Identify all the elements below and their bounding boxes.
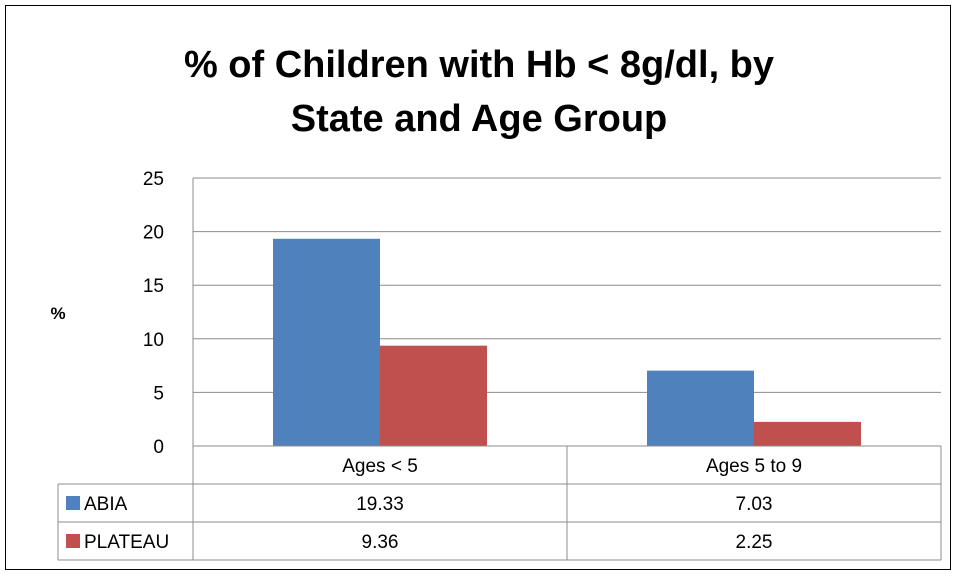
chart-title-line-1: % of Children with Hb < 8g/dl, by: [183, 44, 775, 86]
chart-title-line-2: State and Age Group: [290, 98, 668, 140]
legend-swatch: [66, 496, 80, 510]
y-tick-label: 5: [153, 383, 164, 404]
data-label: 9.36: [362, 532, 399, 553]
data-label: 19.33: [356, 494, 404, 515]
legend-swatch: [66, 534, 80, 548]
y-axis-label: %: [50, 304, 65, 323]
y-tick-label: 15: [143, 276, 164, 297]
bars: [273, 238, 861, 446]
y-tick-label: 10: [143, 330, 164, 351]
data-label: 2.25: [736, 532, 773, 553]
chart-title: % of Children with Hb < 8g/dl, by State …: [0, 38, 958, 146]
chart-frame: [5, 5, 951, 570]
bar: [380, 345, 487, 446]
y-tick-label: 25: [143, 169, 164, 190]
legend-label: ABIA: [84, 494, 128, 515]
data-label: 7.03: [736, 494, 773, 515]
bar: [647, 370, 754, 446]
data-table: Ages < 5 Ages 5 to 9 ABIA 19.33 7.03 PLATEAU 9…: [57, 445, 942, 561]
x-tick-label: Ages < 5: [342, 456, 418, 477]
bar: [754, 421, 861, 446]
y-tick-label: 0: [153, 437, 164, 458]
legend-label: PLATEAU: [84, 532, 169, 553]
y-tick-label: 20: [143, 223, 164, 244]
bar: [273, 238, 380, 446]
x-tick-label: Ages 5 to 9: [706, 456, 802, 477]
axes: 0 5 10 15 20 25: [143, 169, 194, 458]
